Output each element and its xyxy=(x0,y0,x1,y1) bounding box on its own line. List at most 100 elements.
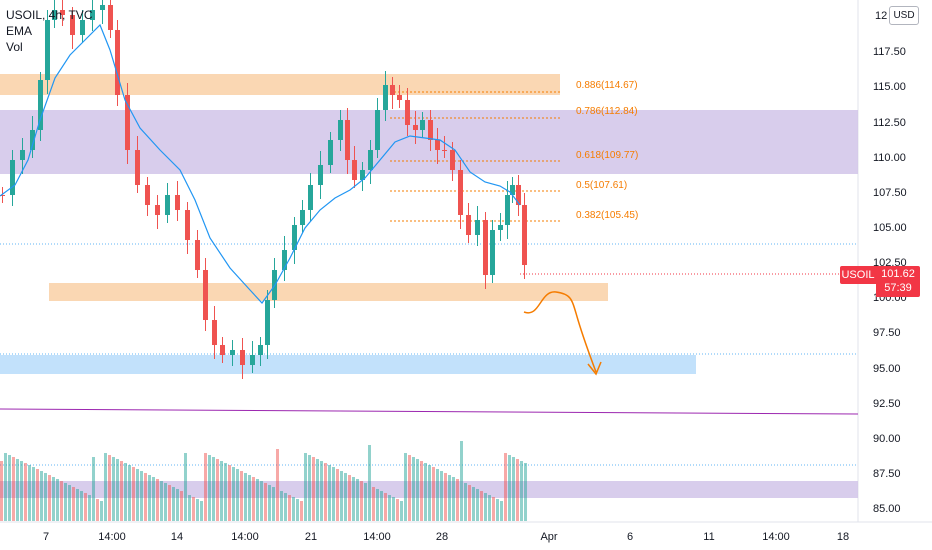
candle[interactable] xyxy=(368,150,373,170)
candle[interactable] xyxy=(413,125,418,130)
volume-bar xyxy=(412,457,415,521)
candle[interactable] xyxy=(483,220,488,275)
x-axis-label: 21 xyxy=(305,531,317,543)
volume-bar xyxy=(448,475,451,521)
currency-button[interactable]: USD xyxy=(889,6,919,25)
volume-bar xyxy=(224,463,227,521)
candle[interactable] xyxy=(505,195,510,225)
candle[interactable] xyxy=(300,210,305,225)
candle[interactable] xyxy=(475,220,480,235)
candle[interactable] xyxy=(240,350,245,365)
candle[interactable] xyxy=(360,170,365,180)
candle[interactable] xyxy=(38,80,43,130)
candle[interactable] xyxy=(125,95,130,150)
volume-bar xyxy=(120,461,123,521)
candle[interactable] xyxy=(250,355,255,365)
candle[interactable] xyxy=(230,350,235,355)
candle[interactable] xyxy=(292,225,297,250)
candle[interactable] xyxy=(135,150,140,185)
candle[interactable] xyxy=(458,170,463,215)
target-zone-blue[interactable] xyxy=(0,355,696,374)
candle[interactable] xyxy=(100,5,105,10)
candle[interactable] xyxy=(450,150,455,170)
support-zone-middle[interactable] xyxy=(49,283,608,301)
candle[interactable] xyxy=(516,185,521,205)
volume-bar xyxy=(320,461,323,521)
volume-bar xyxy=(140,471,143,521)
candle[interactable] xyxy=(282,250,287,270)
candle[interactable] xyxy=(510,185,515,195)
volume-bar xyxy=(308,455,311,521)
volume-bar xyxy=(524,463,527,521)
candle[interactable] xyxy=(420,120,425,130)
candle[interactable] xyxy=(498,225,503,230)
candle[interactable] xyxy=(328,140,333,165)
volume-bar xyxy=(160,481,163,521)
candle[interactable] xyxy=(220,345,225,355)
x-axis-label: Apr xyxy=(540,531,557,543)
vol-legend[interactable]: Vol xyxy=(6,40,23,54)
candle[interactable] xyxy=(155,205,160,215)
chart-legend[interactable]: USOIL, 4h, TVC EMA Vol xyxy=(6,7,92,55)
candle[interactable] xyxy=(265,300,270,345)
candle[interactable] xyxy=(397,95,402,100)
candle[interactable] xyxy=(108,5,113,30)
candle[interactable] xyxy=(20,150,25,160)
candle[interactable] xyxy=(318,165,323,185)
ema-line[interactable] xyxy=(0,23,521,304)
candle[interactable] xyxy=(390,85,395,95)
candle[interactable] xyxy=(175,195,180,210)
symbol-legend[interactable]: USOIL, 4h, TVC xyxy=(6,8,93,22)
candle[interactable] xyxy=(203,270,208,320)
volume-bar xyxy=(96,499,99,521)
candle[interactable] xyxy=(442,150,447,151)
volume-bar xyxy=(372,487,375,521)
volume-bar xyxy=(328,465,331,521)
volume-bar xyxy=(180,491,183,521)
candle[interactable] xyxy=(522,205,527,265)
trend-line[interactable] xyxy=(0,408,859,415)
candle[interactable] xyxy=(60,10,65,15)
candle[interactable] xyxy=(345,120,350,160)
candle[interactable] xyxy=(185,210,190,240)
candle[interactable] xyxy=(52,10,57,20)
volume-bar xyxy=(504,453,507,521)
candle[interactable] xyxy=(428,120,433,140)
candle[interactable] xyxy=(375,110,380,150)
candle[interactable] xyxy=(490,230,495,275)
candle[interactable] xyxy=(90,10,95,20)
ema-legend[interactable]: EMA xyxy=(6,24,33,38)
candle[interactable] xyxy=(0,195,5,196)
candle[interactable] xyxy=(212,320,217,345)
candle[interactable] xyxy=(466,215,471,235)
candle[interactable] xyxy=(435,140,440,150)
candle[interactable] xyxy=(115,30,120,95)
fib-label-0886: 0.886(114.67) xyxy=(576,80,638,91)
candle[interactable] xyxy=(80,20,85,35)
candle[interactable] xyxy=(145,185,150,205)
volume-bar xyxy=(92,457,95,521)
curved-arrow-icon[interactable] xyxy=(523,291,597,373)
volume-bar xyxy=(380,491,383,521)
volume-bar xyxy=(352,477,355,521)
candle[interactable] xyxy=(30,130,35,150)
volume-bar xyxy=(272,487,275,521)
candle[interactable] xyxy=(338,120,343,140)
candle[interactable] xyxy=(195,240,200,270)
candle[interactable] xyxy=(165,195,170,215)
candle[interactable] xyxy=(70,15,75,35)
candle[interactable] xyxy=(10,160,15,195)
candle[interactable] xyxy=(352,160,357,180)
volume-bar xyxy=(216,459,219,521)
candle[interactable] xyxy=(383,85,388,110)
volume-bar xyxy=(212,457,215,521)
volume-bar xyxy=(220,461,223,521)
candle[interactable] xyxy=(45,20,50,80)
candle[interactable] xyxy=(308,185,313,210)
candle[interactable] xyxy=(258,345,263,355)
resistance-zone-top[interactable] xyxy=(0,74,560,95)
volume-bar xyxy=(264,483,267,521)
volume-bar xyxy=(280,491,283,521)
candle[interactable] xyxy=(405,100,410,125)
